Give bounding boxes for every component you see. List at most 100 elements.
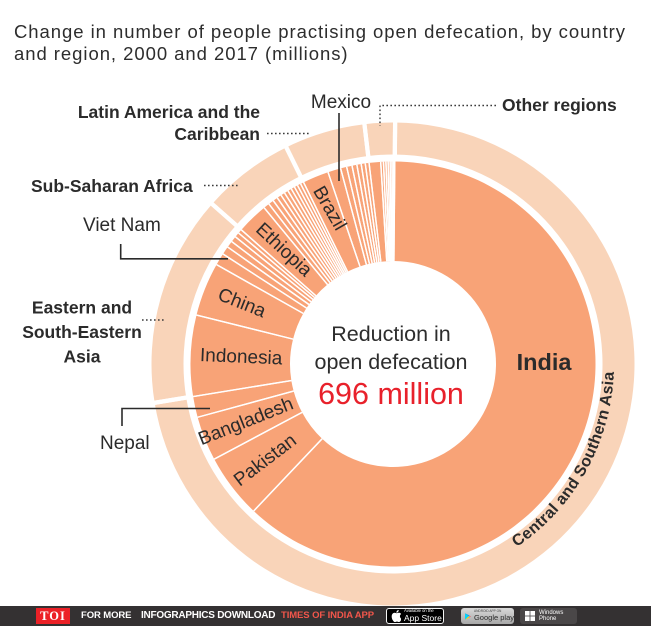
country-segment-unlabeled-7 — [222, 247, 309, 309]
chart-title-line1: Change in number of people practising op… — [14, 21, 626, 42]
country-segment-unlabeled-28 — [352, 164, 375, 264]
appstore-main-text: App Store — [404, 613, 442, 624]
app-store-badge[interactable]: Available on the App Store — [386, 608, 444, 624]
country-separator — [253, 438, 323, 512]
country-separator — [276, 197, 335, 280]
country-segment-unlabeled-14 — [268, 200, 333, 283]
country-segment-china — [196, 264, 304, 340]
country-segment-viet-nam — [216, 253, 307, 314]
footer-text-toi-app: TIMES OF INDIA APP — [281, 610, 375, 621]
region-segment-other-regions — [364, 122, 396, 156]
chart-title: Change in number of people practising op… — [14, 21, 651, 65]
country-segment-ethiopia — [241, 207, 328, 296]
country-separator — [389, 161, 393, 262]
gplay-small-text: ANDROID APP ON — [473, 609, 502, 614]
appstore-small-text: Available on the — [404, 608, 434, 614]
country-segment-unlabeled-9 — [231, 236, 313, 302]
windows-icon — [525, 611, 535, 621]
country-segment-unlabeled-20 — [291, 187, 343, 275]
toi-logo[interactable]: TOI — [36, 608, 70, 624]
country-segment-pakistan — [214, 412, 323, 511]
country-separator — [368, 162, 382, 262]
country-segment-unlabeled-32 — [369, 161, 387, 262]
country-separator — [360, 163, 378, 263]
country-separator — [283, 192, 339, 278]
country-separator — [193, 379, 292, 398]
country-segment-unlabeled-21 — [294, 185, 345, 275]
country-separator — [197, 390, 294, 418]
apple-icon — [391, 610, 401, 622]
country-segment-unlabeled-18 — [284, 190, 340, 278]
callout-eastern-sea-line3: Asia — [64, 347, 101, 367]
center-text-line1: Reduction in — [331, 322, 451, 346]
callout-latin-america-line1: Latin America and the — [78, 102, 260, 122]
country-separator — [263, 207, 329, 285]
country-segment-unlabeled-27 — [346, 165, 373, 264]
country-separator — [339, 168, 368, 265]
callout-latin-america-line2: Caribbean — [174, 124, 260, 144]
region-separator — [153, 395, 188, 405]
country-separator — [299, 183, 347, 273]
country-separator — [356, 164, 376, 263]
footer-bar: TOI FOR MORE INFOGRAPHICS DOWNLOAD TIMES… — [0, 606, 651, 626]
country-segment-unlabeled-19 — [288, 188, 342, 276]
leader-nepal — [121, 407, 210, 426]
country-separator — [290, 188, 342, 276]
windows-phone-badge[interactable]: Windows Phone — [520, 608, 577, 624]
chart-title-line2: and region, 2000 and 2017 (millions) — [14, 43, 349, 64]
country-segment-unlabeled-10 — [235, 233, 315, 300]
country-segment-brazil — [303, 172, 360, 272]
country-separator — [222, 253, 307, 309]
google-play-badge[interactable]: ANDROID APP ON Google play — [461, 608, 514, 624]
country-separator — [293, 186, 344, 275]
donut-separators — [153, 121, 398, 512]
country-separator — [234, 236, 314, 300]
center-value: 696 million — [318, 377, 464, 411]
country-segment-indonesia — [190, 315, 294, 397]
country-segment-unlabeled-13 — [264, 203, 330, 285]
country-separator — [268, 203, 331, 284]
windows-text-line1: Windows — [539, 609, 564, 616]
country-separator — [196, 314, 294, 340]
callout-eastern-sea-line1: Eastern and — [32, 298, 132, 318]
country-separator — [302, 182, 349, 272]
country-separator — [351, 165, 373, 264]
country-separator — [272, 200, 333, 282]
callout-sub-saharan-africa: Sub-Saharan Africa — [31, 176, 193, 196]
country-separator — [387, 161, 392, 262]
country-segment-unlabeled-15 — [273, 197, 335, 281]
center-text-line2: open defecation — [314, 350, 467, 374]
country-separator — [296, 185, 346, 274]
country-separator — [287, 190, 341, 277]
country-separator — [385, 161, 391, 262]
country-segment-bangladesh — [197, 391, 303, 460]
country-segment-unlabeled-8 — [227, 241, 311, 305]
windows-text-line2: Phone — [539, 616, 557, 622]
region-segment-sub-saharan-africa — [212, 147, 301, 226]
country-separator — [238, 232, 315, 298]
callout-nepal: Nepal — [100, 433, 150, 454]
country-separator — [382, 161, 389, 262]
country-separator — [345, 166, 371, 264]
country-separator — [240, 229, 317, 297]
region-separator — [362, 123, 371, 158]
footer-text-infographics: INFOGRAPHICS DOWNLOAD — [141, 610, 276, 621]
country-separator — [231, 241, 312, 303]
callout-other-regions: Other regions — [502, 95, 617, 115]
country-separator — [380, 161, 388, 262]
country-segment-unlabeled-11 — [238, 229, 316, 298]
leader-viet-nam — [119, 244, 228, 260]
leader-other-regions — [379, 104, 496, 126]
country-segment-unlabeled-22 — [297, 183, 347, 274]
region-segment-latin-america-and-the-caribbean — [286, 124, 369, 177]
country-segment-india — [253, 161, 596, 567]
country-segment-nepal — [193, 380, 294, 418]
region-segment-eastern-and-south-eastern-asia — [151, 203, 237, 403]
country-separator — [213, 411, 303, 460]
country-separator — [327, 171, 361, 267]
country-segment-unlabeled-16 — [277, 195, 337, 280]
country-segment-mexico — [328, 168, 367, 267]
country-separator — [216, 264, 304, 315]
